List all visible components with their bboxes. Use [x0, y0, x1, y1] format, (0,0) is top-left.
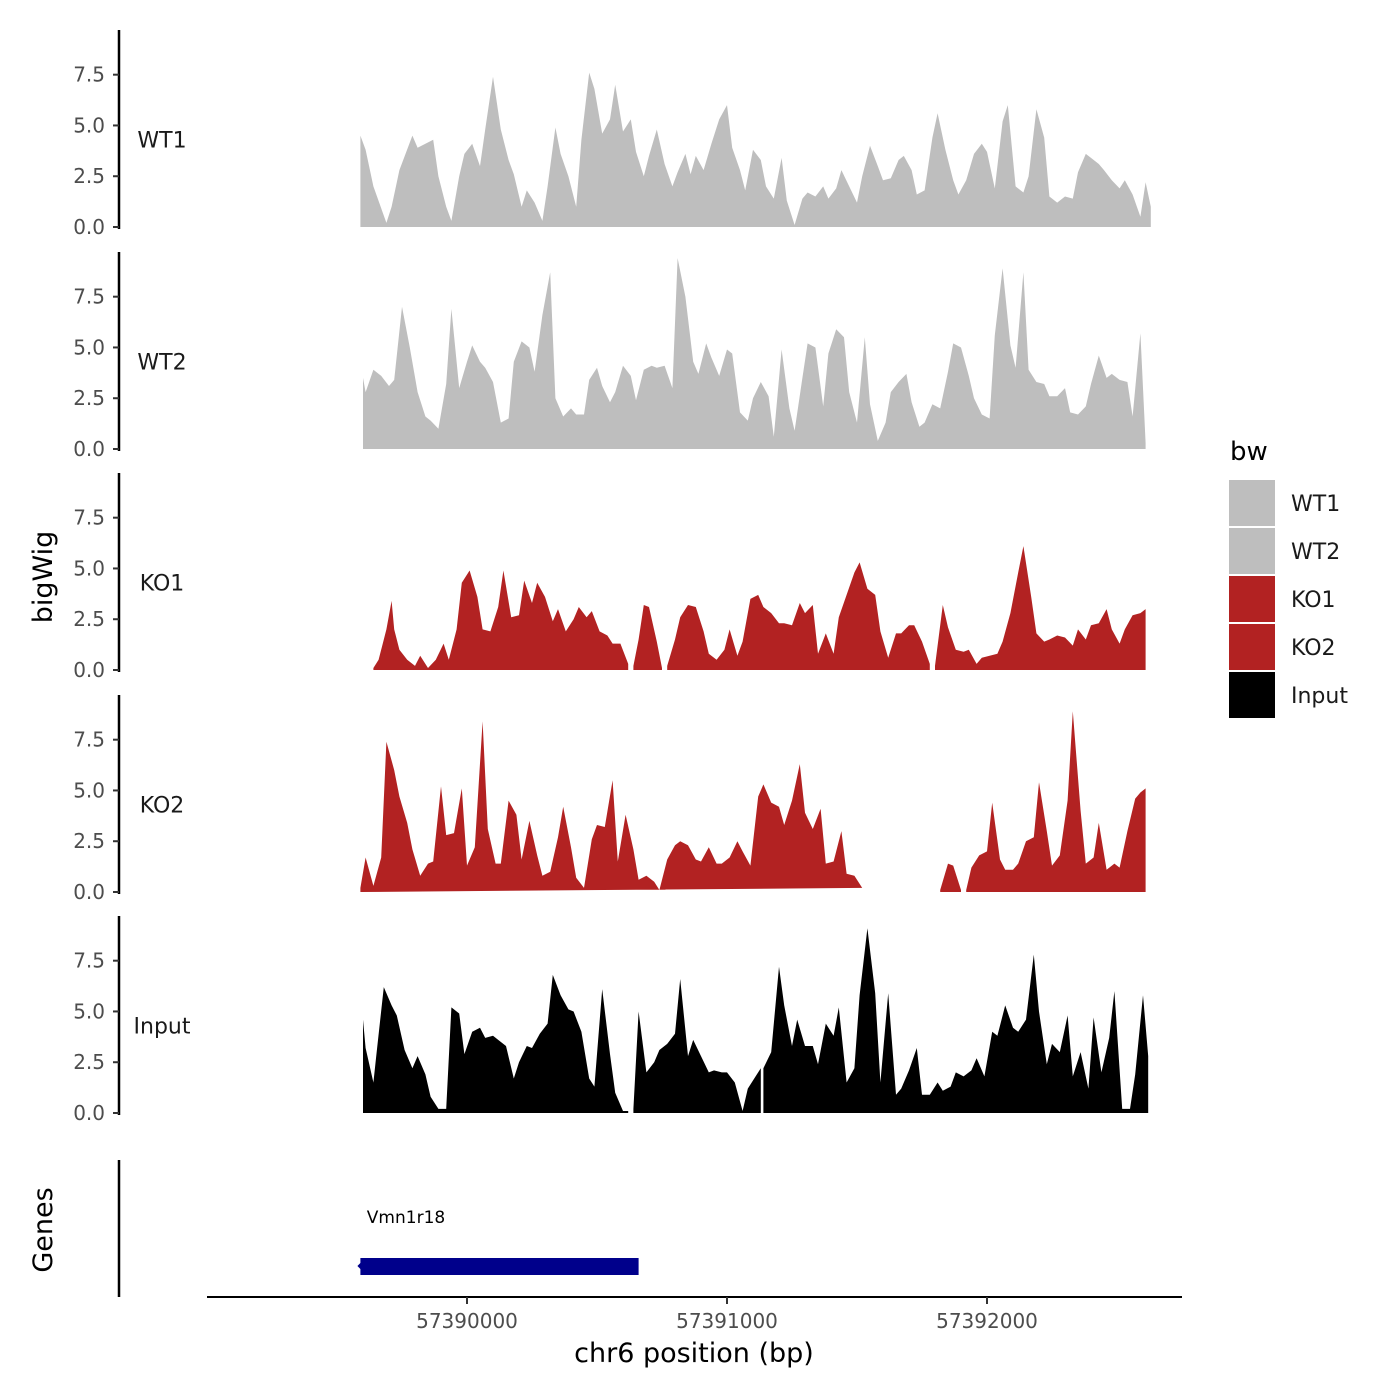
coverage-area-input	[633, 979, 761, 1113]
y-tick-label: 5.0	[73, 778, 105, 802]
coverage-area-input	[363, 974, 629, 1113]
legend-title: bw	[1230, 437, 1268, 467]
y-axis-title: bigWig	[28, 531, 59, 624]
y-tick-label: 7.5	[73, 949, 105, 973]
y-tick-label: 5.0	[73, 335, 105, 359]
y-tick-label: 7.5	[73, 285, 105, 309]
y-tick-label: 0.0	[73, 437, 105, 461]
coverage-area-ko2	[940, 863, 961, 892]
coverage-area-ko2	[966, 711, 1146, 892]
legend-label-wt1: WT1	[1291, 492, 1340, 517]
legend-key-wt2	[1229, 528, 1275, 574]
legend-label-ko2: KO2	[1291, 636, 1336, 661]
track-label-wt2: WT2	[137, 351, 186, 376]
coverage-area-ko1	[667, 562, 930, 670]
x-tick-label: 57392000	[936, 1309, 1038, 1333]
bigwig-tracks: 0.0 2.5 5.0 7.5 WT1 0.0 2.5 5.0 7.5 WT2 0.0 2.5 5.0 7…	[73, 30, 1151, 1125]
gene-body	[360, 1258, 639, 1275]
track-label-input: Input	[134, 1015, 191, 1040]
track-ko1: 0.0 2.5 5.0 7.5 KO1	[73, 473, 1146, 682]
legend-key-input	[1229, 672, 1275, 718]
coverage-area-ko1	[373, 570, 629, 670]
gene-label: Vmn1r18	[367, 1208, 445, 1228]
track-label-ko1: KO1	[140, 572, 185, 597]
y-tick-label: 0.0	[73, 1101, 105, 1125]
y-tick-label: 2.5	[73, 1050, 105, 1074]
y-tick-label: 2.5	[73, 164, 105, 188]
y-tick-label: 0.0	[73, 215, 105, 239]
y-tick-label: 7.5	[73, 728, 105, 752]
track-input: 0.0 2.5 5.0 7.5 Input	[73, 916, 1149, 1125]
legend-label-wt2: WT2	[1291, 540, 1340, 565]
legend-key-ko1	[1229, 576, 1275, 622]
legend-label-ko1: KO1	[1291, 588, 1336, 613]
gene-strand-arrow	[357, 1261, 363, 1271]
gene-track: Vmn1r18	[117, 1160, 639, 1297]
y-tick-label: 7.5	[73, 63, 105, 87]
y-tick-label: 5.0	[73, 556, 105, 580]
y-tick-label: 0.0	[73, 880, 105, 904]
y-tick-label: 5.0	[73, 113, 105, 137]
x-axis: 57390000 57391000 57392000	[207, 1296, 1182, 1333]
coverage-area-ko2	[360, 721, 863, 892]
track-ko2: 0.0 2.5 5.0 7.5 KO2	[73, 695, 1146, 904]
coverage-area-input	[763, 928, 1149, 1113]
x-axis-title: chr6 position (bp)	[574, 1338, 814, 1369]
y-tick-label: 5.0	[73, 999, 105, 1023]
y-tick-label: 0.0	[73, 658, 105, 682]
legend: bw WT1 WT2 KO1 KO2 Input	[1229, 437, 1348, 718]
y-tick-label: 2.5	[73, 386, 105, 410]
coverage-area-wt1	[360, 72, 1151, 227]
legend-key-ko2	[1229, 624, 1275, 670]
coverage-area-wt2	[363, 258, 1146, 449]
x-tick-label: 57390000	[416, 1309, 518, 1333]
track-label-wt1: WT1	[137, 129, 186, 154]
coverage-area-ko1	[935, 546, 1146, 670]
y-tick-label: 2.5	[73, 829, 105, 853]
track-label-ko2: KO2	[140, 794, 185, 819]
track-wt1: 0.0 2.5 5.0 7.5 WT1	[73, 30, 1151, 239]
x-tick-label: 57391000	[676, 1309, 778, 1333]
legend-label-input: Input	[1291, 684, 1348, 709]
track-wt2: 0.0 2.5 5.0 7.5 WT2	[73, 252, 1146, 461]
y-tick-label: 7.5	[73, 506, 105, 530]
coverage-area-ko1	[633, 605, 662, 670]
y-tick-label: 2.5	[73, 607, 105, 631]
legend-key-wt1	[1229, 480, 1275, 526]
genes-track-title: Genes	[28, 1187, 59, 1272]
